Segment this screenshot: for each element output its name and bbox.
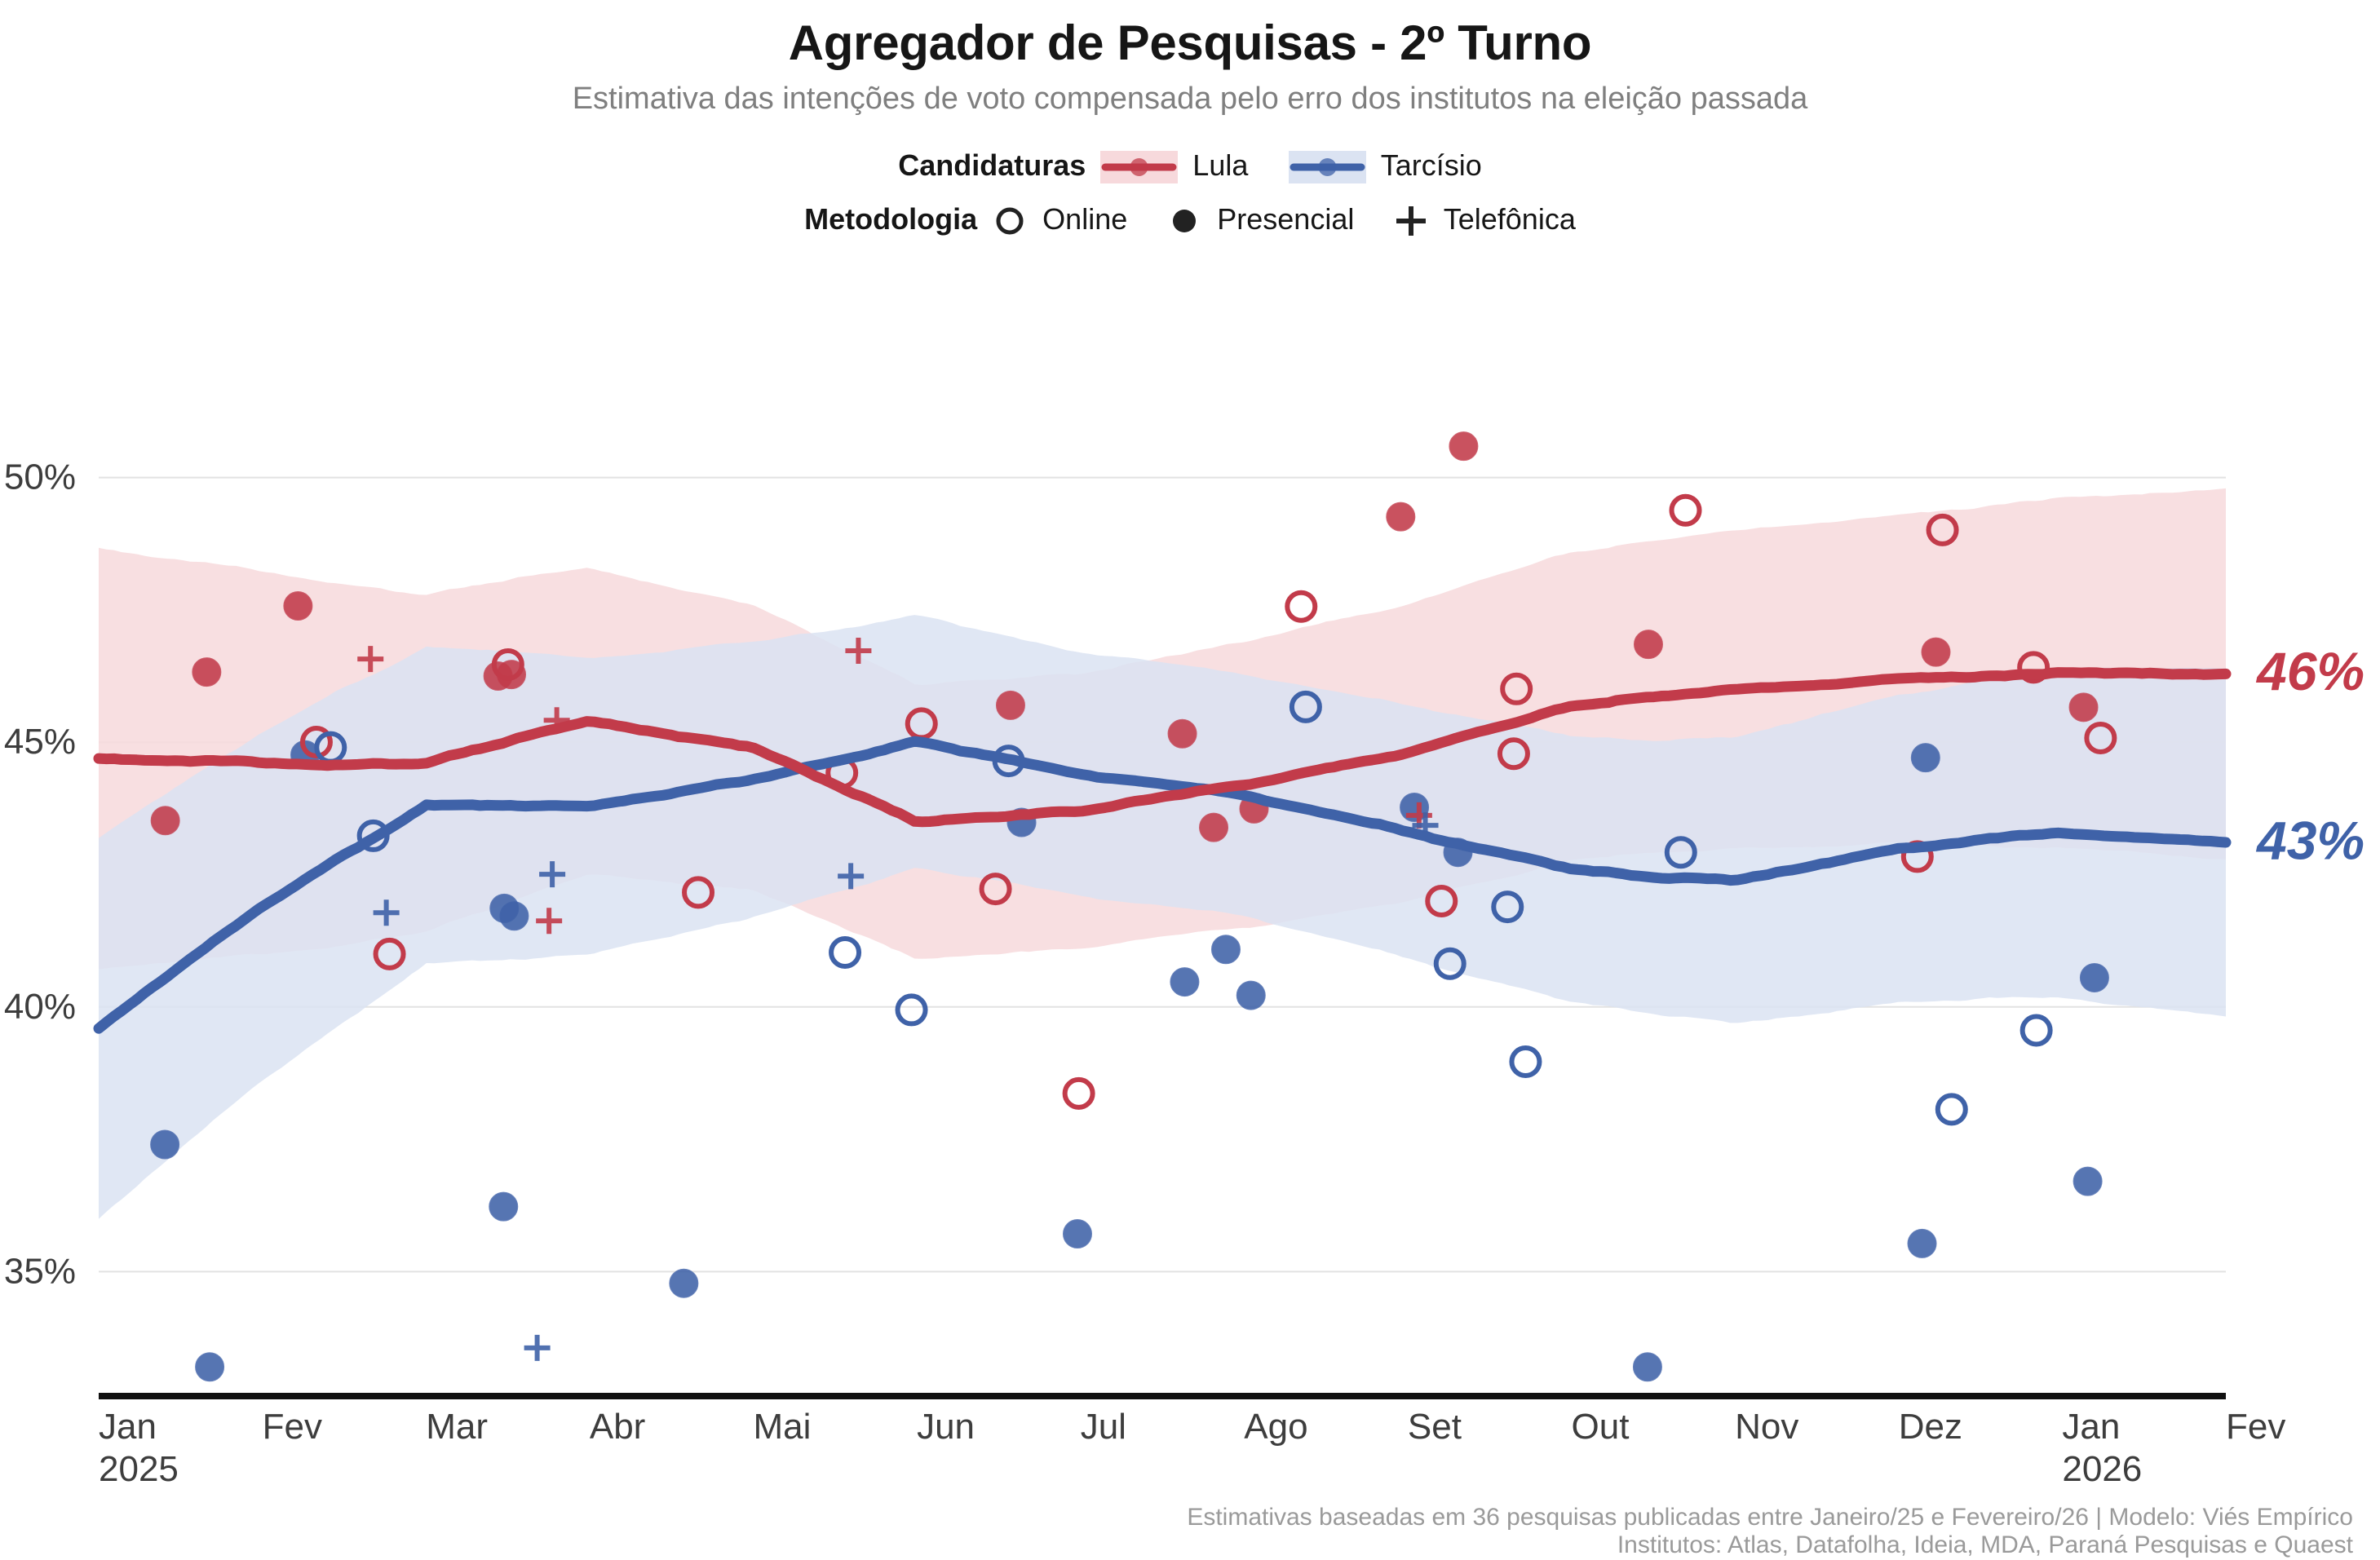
svg-text:Mar: Mar bbox=[426, 1407, 488, 1447]
svg-text:45%: 45% bbox=[4, 722, 76, 762]
svg-text:Jan: Jan bbox=[99, 1407, 157, 1447]
svg-text:50%: 50% bbox=[4, 457, 76, 497]
svg-text:2025: 2025 bbox=[99, 1449, 179, 1489]
svg-text:Ago: Ago bbox=[1244, 1407, 1307, 1447]
svg-text:46%: 46% bbox=[2255, 641, 2365, 701]
svg-text:Out: Out bbox=[1572, 1407, 1630, 1447]
svg-text:Jun: Jun bbox=[917, 1407, 975, 1447]
svg-text:Set: Set bbox=[1408, 1407, 1462, 1447]
svg-text:Nov: Nov bbox=[1735, 1407, 1798, 1447]
svg-text:43%: 43% bbox=[2255, 811, 2365, 871]
svg-text:40%: 40% bbox=[4, 987, 76, 1027]
svg-text:Mai: Mai bbox=[753, 1407, 811, 1447]
svg-text:2026: 2026 bbox=[2062, 1449, 2142, 1489]
svg-text:Abr: Abr bbox=[590, 1407, 645, 1447]
svg-text:Jul: Jul bbox=[1081, 1407, 1126, 1447]
svg-text:Fev: Fev bbox=[2226, 1407, 2285, 1447]
svg-text:Jan: Jan bbox=[2062, 1407, 2120, 1447]
svg-text:35%: 35% bbox=[4, 1251, 76, 1291]
svg-text:Dez: Dez bbox=[1899, 1407, 1962, 1447]
svg-text:Fev: Fev bbox=[263, 1407, 322, 1447]
